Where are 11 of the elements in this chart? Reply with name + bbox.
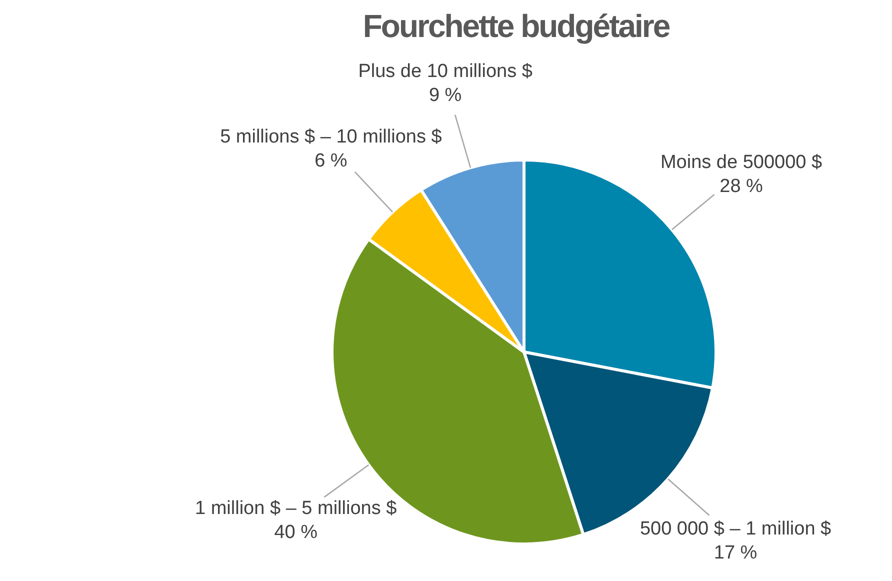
data-label: 17 % bbox=[714, 542, 758, 564]
data-label: 9 % bbox=[428, 85, 462, 106]
data-label: 28 % bbox=[720, 176, 764, 198]
slice-label: Moins de 500000 $ bbox=[660, 152, 823, 174]
data-label: 40 % bbox=[274, 522, 318, 543]
chart-title: Fourchette budgétaire bbox=[362, 8, 670, 45]
data-label: 6 % bbox=[314, 150, 348, 172]
slice-label: 1 million $ – 5 millions $ bbox=[195, 498, 398, 519]
slice-label: 5 millions $ – 10 millions $ bbox=[220, 126, 442, 148]
slice-label: Plus de 10 millions $ bbox=[358, 61, 533, 82]
slice-label: 500 000 $ – 1 million $ bbox=[640, 518, 832, 540]
